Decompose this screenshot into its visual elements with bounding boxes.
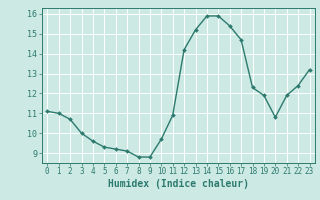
- X-axis label: Humidex (Indice chaleur): Humidex (Indice chaleur): [108, 179, 249, 189]
